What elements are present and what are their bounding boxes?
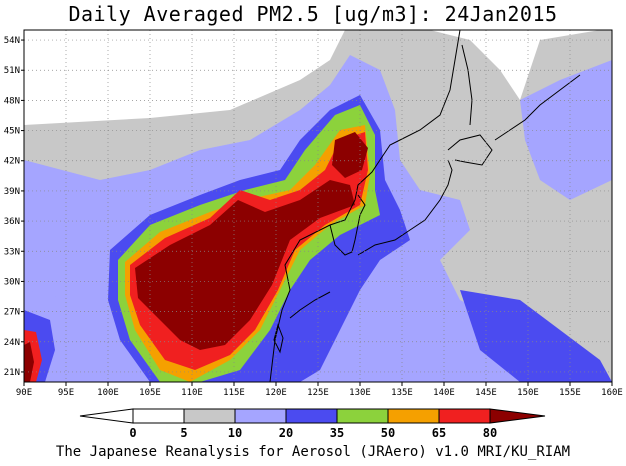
colorbar-level-label: 35 [330,426,344,440]
lon-tick-label: 150E [517,388,539,398]
lat-tick-label: 45N [4,127,20,137]
concentration-field [24,30,612,382]
lon-tick-label: 140E [433,388,455,398]
lon-tick-label: 130E [349,388,371,398]
coast-korea [329,194,366,256]
lat-tick-label: 36N [4,217,20,227]
coast-ryukyu [289,291,331,319]
colorbar: 0 5 10 20 35 50 65 80 [79,408,546,440]
colorbar-box [183,408,236,424]
colorbar-level-label: 0 [129,426,136,440]
coast-taiwan [273,323,284,354]
lat-tick-label: 54N [4,36,20,46]
colorbar-high-arrow [489,408,546,424]
field-over-80-north [332,132,368,178]
field-over-80 [135,180,355,350]
lon-tick-label: 155E [559,388,581,398]
field-red-southwest [24,330,42,382]
colorbar-low-arrow [79,408,134,424]
map-title: Daily Averaged PM2.5 [ug/m3]: 24Jan2015 [68,2,558,26]
lon-tick-label: 110E [181,388,203,398]
coast-japan-honshu [357,159,453,256]
lat-tick-label: 42N [4,157,20,167]
colorbar-box [234,408,287,424]
lon-tick-label: 90E [16,388,32,398]
coast-asia-mainland [269,30,461,382]
field-20-35-east [460,290,612,382]
lon-tick-label: 120E [265,388,287,398]
lat-tick-label: 39N [4,187,20,197]
lat-tick-label: 33N [4,247,20,257]
lon-tick-label: 95E [58,388,74,398]
colorbar-box [285,408,338,424]
colorbar-level-label: 5 [180,426,187,440]
lon-tick-label: 115E [223,388,245,398]
colorbar-box [438,408,491,424]
colorbar-box [132,408,185,424]
lat-tick-label: 30N [4,277,20,287]
longitude-axis: 90E 95E 100E 105E 110E 115E 120E 125E 130E 135E 14… [16,382,623,398]
field-5-10-patch [520,190,612,300]
colorbar-level-label: 20 [279,426,293,440]
colorbar-level-label: 10 [228,426,242,440]
lat-tick-label: 21N [4,368,20,378]
credit-line: The Japanese Reanalysis for Aerosol (JRA… [55,444,571,460]
colorbar-level-label: 80 [483,426,497,440]
coast-kuril [494,74,581,141]
lon-tick-label: 135E [391,388,413,398]
lat-tick-label: 27N [4,308,20,318]
lat-tick-label: 48N [4,96,20,106]
lon-tick-label: 125E [307,388,329,398]
lon-tick-label: 105E [139,388,161,398]
colorbar-box [387,408,440,424]
latitude-axis: 21N 24N 27N 30N 33N 36N 39N 42N 45N 48N 51N 54N [4,36,24,378]
graticule [24,30,612,382]
colorbar-level-label: 50 [381,426,395,440]
colorbar-level-label: 65 [432,426,446,440]
lat-tick-label: 24N [4,338,20,348]
lat-tick-label: 51N [4,66,20,76]
coast-japan-hokkaido [447,134,493,166]
field-10-20-east [520,60,612,200]
lon-tick-label: 160E [601,388,623,398]
lon-tick-label: 145E [475,388,497,398]
lon-tick-label: 100E [97,388,119,398]
coastlines [269,30,581,382]
coast-sakhalin [461,44,473,126]
colorbar-box [336,408,389,424]
